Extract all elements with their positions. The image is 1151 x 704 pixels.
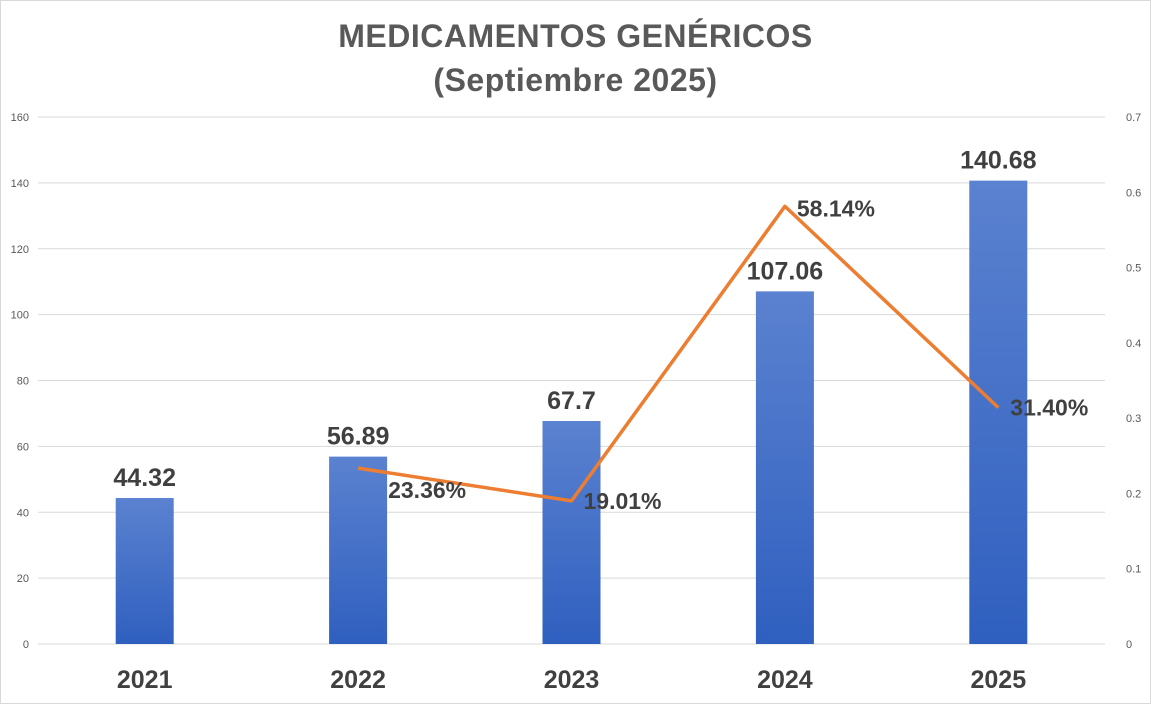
title-line: MEDICAMENTOS GENÉRICOS [338,18,813,54]
y-right-tick-label: 0.1 [1126,564,1141,576]
line-data-label: 23.36% [388,477,466,503]
bar-data-label: 44.32 [113,464,176,492]
bar [969,180,1028,644]
x-tick-label: 2023 [544,666,600,694]
y-left-tick-label: 0 [23,639,29,651]
y-right-tick-label: 0.7 [1126,112,1141,124]
subtitle-line: (Septiembre 2025) [433,62,718,98]
line-data-label: 19.01% [584,488,662,514]
y-right-tick-label: 0.5 [1126,263,1141,275]
bar [542,421,601,644]
y-left-tick-label: 100 [11,310,29,322]
y-left-tick-label: 140 [11,178,29,190]
y-right-tick-label: 0.3 [1126,413,1141,425]
x-tick-label: 2024 [757,666,813,694]
bar [329,456,388,644]
y-right-tick-label: 0 [1126,639,1132,651]
y-left-tick-label: 60 [17,441,29,453]
y-right-tick-label: 0.6 [1126,187,1141,199]
y-left-tick-label: 20 [17,573,29,585]
y-left-tick-label: 160 [11,112,29,124]
x-tick-label: 2021 [117,666,173,694]
y-left-tick-label: 80 [17,376,29,388]
y-left-tick-label: 120 [11,244,29,256]
x-tick-label: 2022 [330,666,386,694]
bar-data-label: 107.06 [747,257,823,285]
bar-data-label: 140.68 [960,147,1037,175]
y-right-tick-label: 0.2 [1126,488,1141,500]
line-data-label: 58.14% [797,195,875,221]
bar-data-label: 56.89 [327,423,390,451]
bar [115,498,174,644]
bar [755,291,814,644]
x-tick-label: 2025 [970,666,1026,694]
line-data-label: 31.40% [1010,395,1088,421]
y-right-tick-label: 0.4 [1126,338,1141,350]
line-series [357,204,1000,503]
y-left-tick-label: 40 [17,507,29,519]
bar-data-label: 67.7 [547,387,596,415]
chart-title: MEDICAMENTOS GENÉRICOS (Septiembre 2025) [0,14,1151,102]
